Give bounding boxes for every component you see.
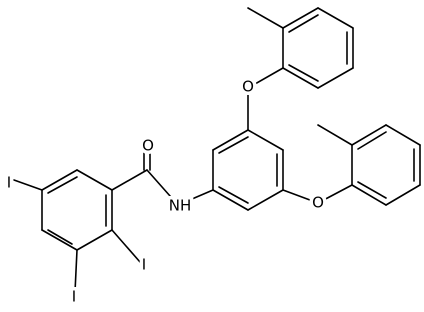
atom-label: O xyxy=(312,194,324,212)
bonds xyxy=(13,7,421,293)
atom-label: I xyxy=(7,174,11,192)
atom-label: O xyxy=(142,137,154,155)
atom-label: I xyxy=(72,288,76,306)
atom-label: NH xyxy=(169,197,192,215)
atom-label: O xyxy=(242,78,254,96)
atom-label: I xyxy=(142,256,146,274)
